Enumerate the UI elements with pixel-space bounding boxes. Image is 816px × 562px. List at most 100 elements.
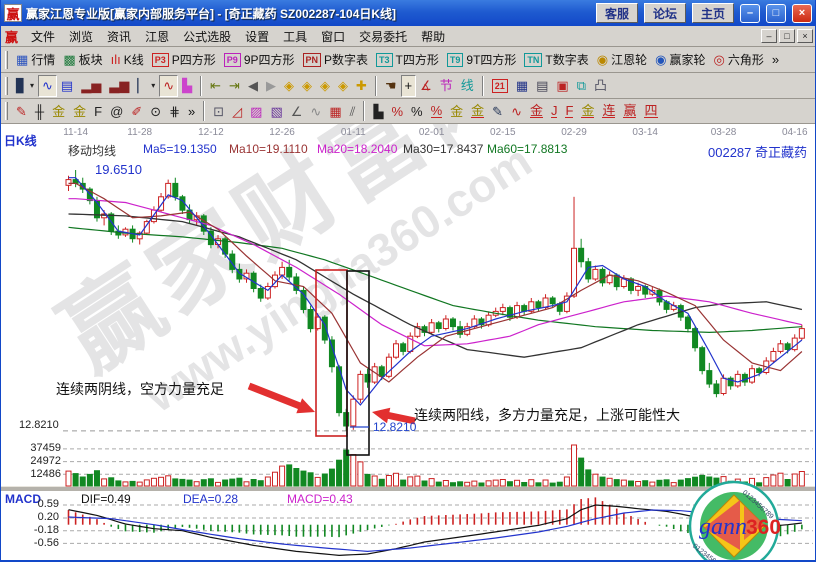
lian-angle-button[interactable]: 连 [598, 100, 619, 122]
toolbar-grip[interactable] [5, 102, 8, 120]
close-button[interactable]: × [792, 3, 812, 23]
grid-red-button[interactable]: ▦ [325, 100, 345, 122]
spiral-button[interactable]: @ [106, 100, 127, 122]
menu-item-6[interactable]: 工具 [283, 29, 308, 44]
toolbar-grip[interactable] [5, 76, 8, 95]
wave-line-button[interactable]: ∿ [306, 100, 325, 122]
last-bar-button[interactable]: ⇥ [225, 75, 244, 97]
menu-item-1[interactable]: 浏览 [69, 29, 94, 44]
menu-item-2[interactable]: 资讯 [107, 29, 132, 44]
percent-line-button[interactable]: % [427, 100, 447, 122]
mdi-restore-button[interactable]: □ [779, 29, 795, 43]
kline-button[interactable]: ılı K线 [107, 49, 148, 71]
quotes-button[interactable]: ▦ 行情 [12, 49, 59, 71]
hand-tool-button[interactable]: ☚ [381, 75, 401, 97]
pen-button[interactable]: ✎ [12, 100, 31, 122]
gann-grid-button[interactable]: ╫ [31, 100, 48, 122]
parallel-lines-button[interactable]: ⫽ [346, 100, 360, 122]
fan-red-button[interactable]: ◿ [228, 100, 246, 122]
diamond-4way-button[interactable]: ◈ [334, 75, 352, 97]
box-tool-button[interactable]: ⊡ [209, 100, 228, 122]
gold-angle-button[interactable]: 金 [526, 100, 547, 122]
pen-dark-button[interactable]: ✎ [488, 100, 507, 122]
ruler-button[interactable]: ⋕ [165, 100, 184, 122]
line-tool-button[interactable]: 线 [457, 75, 478, 97]
minimize-button[interactable]: – [740, 3, 760, 23]
winner-wheel-button[interactable]: ◉ 赢家轮 [651, 49, 709, 71]
menu-item-0[interactable]: 文件 [31, 29, 56, 44]
memo-button[interactable]: ▤ [57, 75, 77, 97]
more-draw-button[interactable]: » [184, 100, 199, 122]
menu-item-7[interactable]: 窗口 [321, 29, 346, 44]
maximize-button[interactable]: □ [766, 3, 786, 23]
more-button[interactable]: » [768, 49, 783, 71]
bars-9-button[interactable]: ▃▆ [105, 75, 133, 97]
next-bar-button[interactable]: ▶ [262, 75, 280, 97]
fan-box-magenta-button[interactable]: ▨ [246, 100, 266, 122]
homepage-button[interactable]: 主页 [691, 3, 734, 23]
pane-separator[interactable] [1, 486, 815, 492]
mdi-close-button[interactable]: × [797, 29, 813, 43]
a-wave-button[interactable]: ∿ [507, 100, 526, 122]
menu-item-5[interactable]: 设置 [245, 29, 270, 44]
pattern-red-button[interactable]: ∿ [159, 74, 179, 97]
menu-item-4[interactable]: 公式选股 [183, 29, 232, 44]
9t-square-button[interactable]: T9 9T四方形 [443, 49, 521, 71]
diamond-right-button[interactable]: ◈ [298, 75, 316, 97]
menu-item-9[interactable]: 帮助 [421, 29, 446, 44]
angle-tool-button[interactable]: ∡ [416, 75, 436, 97]
jie-tool-button[interactable]: 节 [436, 75, 457, 97]
prev-bar-button[interactable]: ◀ [244, 75, 262, 97]
menu-item-8[interactable]: 交易委托 [359, 29, 408, 44]
notes-button[interactable]: ▤ [532, 75, 552, 97]
t-square-button[interactable]: T3 T四方形 [372, 49, 443, 71]
fibo-f-button[interactable]: F [90, 100, 106, 122]
gold-line-button[interactable]: 金 [467, 100, 488, 122]
menu-item-3[interactable]: 江恩 [145, 29, 170, 44]
customer-service-button[interactable]: 客服 [595, 3, 638, 23]
network-button[interactable]: ⧉ [573, 75, 590, 97]
diamond-cross-button[interactable]: ✚ [352, 75, 371, 97]
fan-box-purple-button[interactable]: ▧ [266, 100, 286, 122]
dropdown-arrow-icon[interactable]: ▾ [151, 81, 156, 90]
save-button[interactable]: ▣ [552, 75, 572, 97]
candle-style-button[interactable]: ▊ ▾ [12, 75, 38, 97]
kline-chart-canvas[interactable] [1, 124, 815, 560]
forum-button[interactable]: 论坛 [643, 3, 686, 23]
gann-wheel-button[interactable]: ◉ 江恩轮 [593, 49, 651, 71]
pen-ruler-button[interactable]: ✐ [127, 100, 146, 122]
p-square-button[interactable]: P3 P四方形 [148, 49, 220, 71]
diamond-updown-button[interactable]: ◈ [316, 75, 334, 97]
thin-candle-button[interactable]: ▏ ▾ [133, 75, 159, 97]
percent-button[interactable]: % [407, 100, 427, 122]
dropdown-arrow-icon[interactable]: ▾ [30, 81, 35, 90]
hist-tool-button[interactable]: ▙ [369, 100, 387, 122]
printer-button[interactable]: 凸 [590, 75, 611, 97]
bars-3-button[interactable]: ▂▅ [77, 75, 105, 97]
gold-ratio-1-button[interactable]: 金 [48, 100, 69, 122]
f-angle-button[interactable]: F [561, 100, 577, 122]
percent-7-button[interactable]: % [387, 100, 407, 122]
toolbar-grip[interactable] [5, 50, 8, 69]
angle-line-button[interactable]: ∠ [287, 100, 307, 122]
ying-angle-button[interactable]: 赢 [619, 100, 640, 122]
calculator-button[interactable]: ▦ [512, 75, 532, 97]
mdi-minimize-button[interactable]: – [761, 29, 777, 43]
diamond-left-button[interactable]: ◈ [280, 75, 298, 97]
t-table-button[interactable]: TN T数字表 [520, 49, 592, 71]
pattern-blue-button[interactable]: ∿ [38, 74, 57, 97]
first-bar-button[interactable]: ⇤ [206, 75, 225, 97]
cycle-circle-button[interactable]: ⊙ [146, 100, 165, 122]
9p-square-button[interactable]: P9 9P四方形 [220, 49, 299, 71]
gold-ratio-2-button[interactable]: 金 [69, 100, 90, 122]
gold-circle-button[interactable]: 金 [446, 100, 467, 122]
crosshair-button[interactable]: + [400, 74, 417, 97]
hexagon-button[interactable]: ◎ 六角形 [709, 49, 767, 71]
chart-area[interactable]: 赢家财富网 www.yingjia360.com 日K线 11-14 11-28 1… [1, 124, 815, 560]
color-hist-button[interactable]: ▙ [178, 75, 196, 97]
si-angle-button[interactable]: 四 [640, 100, 661, 122]
gold2-angle-button[interactable]: 金 [577, 100, 598, 122]
sectors-button[interactable]: ▩ 板块 [59, 49, 106, 71]
p-table-button[interactable]: PN P数字表 [299, 49, 373, 71]
calendar-button[interactable]: 21 [488, 75, 512, 97]
